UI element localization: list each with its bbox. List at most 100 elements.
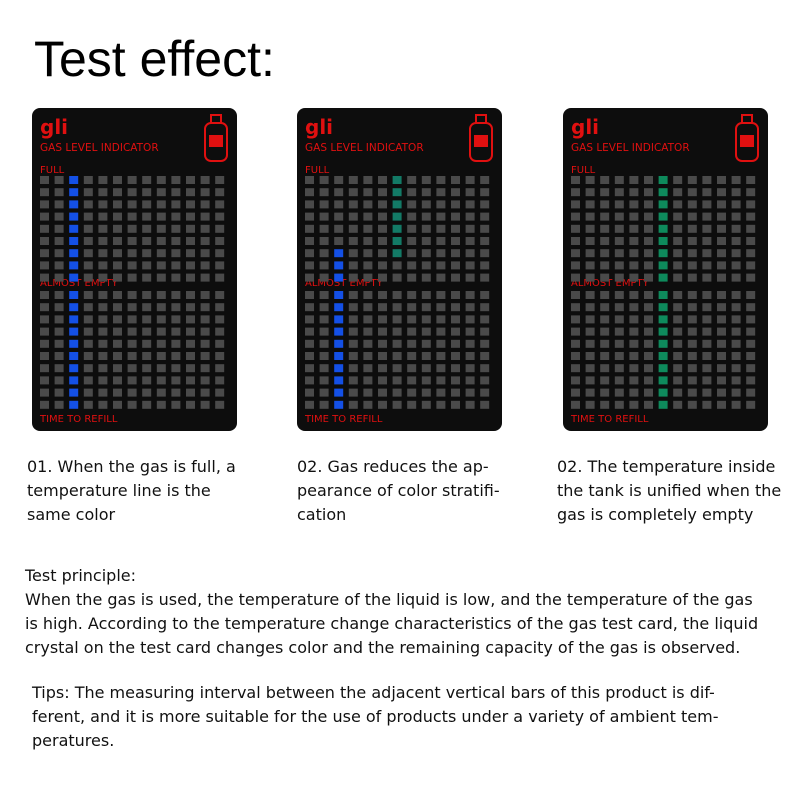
cell — [54, 291, 64, 299]
lit-cell — [658, 200, 668, 209]
cell — [571, 176, 580, 184]
cell — [585, 376, 595, 385]
cell — [215, 376, 225, 385]
cell — [215, 237, 225, 245]
cell — [746, 176, 756, 184]
lit-cell — [658, 339, 668, 348]
cell — [40, 188, 49, 197]
cell — [186, 327, 195, 336]
cell — [142, 200, 152, 209]
cell — [54, 327, 64, 336]
cell — [54, 261, 64, 270]
cell — [142, 303, 152, 312]
cell — [687, 303, 697, 312]
cell — [171, 388, 181, 397]
cell — [629, 261, 639, 270]
cell — [54, 200, 64, 209]
cell — [127, 339, 137, 348]
cell — [465, 376, 475, 385]
cell — [600, 364, 610, 373]
cell — [644, 212, 653, 221]
cell — [571, 352, 580, 360]
cell — [319, 352, 329, 360]
lit-cell — [69, 273, 79, 282]
full-label: FULL — [305, 165, 330, 176]
cell — [673, 188, 683, 197]
cell — [348, 303, 358, 312]
cell — [186, 376, 195, 385]
cell — [200, 249, 210, 258]
cell — [127, 212, 137, 221]
cell — [319, 212, 329, 221]
cell — [54, 388, 64, 397]
cell — [127, 273, 137, 282]
cell — [600, 327, 610, 336]
cell — [614, 291, 624, 299]
cell — [215, 339, 225, 348]
cell — [156, 261, 166, 270]
caption-line: gas is completely empty — [557, 505, 754, 524]
cell — [465, 291, 475, 299]
lit-cell — [658, 315, 668, 324]
cell — [480, 212, 490, 221]
cell — [392, 364, 402, 373]
cell — [40, 249, 49, 258]
cell — [127, 224, 137, 233]
cell — [746, 376, 756, 385]
cell — [465, 261, 475, 270]
cell — [451, 327, 460, 336]
lit-cell — [334, 376, 344, 385]
cell — [40, 315, 49, 324]
cell — [731, 249, 741, 258]
lit-cell — [658, 212, 668, 221]
cell — [98, 291, 108, 299]
lit-cell — [334, 249, 344, 258]
cell — [378, 400, 387, 409]
cell — [186, 237, 195, 245]
cell — [451, 352, 460, 360]
cell — [731, 176, 741, 184]
cell — [127, 303, 137, 312]
cell — [54, 376, 64, 385]
cell — [363, 237, 373, 245]
cell — [465, 224, 475, 233]
cell — [687, 249, 697, 258]
cell — [407, 200, 417, 209]
cell — [171, 224, 181, 233]
cell — [687, 339, 697, 348]
caption-line: temperature line is the — [27, 481, 211, 500]
cell — [600, 200, 610, 209]
cell — [83, 224, 93, 233]
cell — [113, 400, 122, 409]
cell — [305, 224, 314, 233]
lit-cell — [69, 376, 79, 385]
cell — [319, 364, 329, 373]
cell — [702, 315, 712, 324]
almost-empty-label: ALMOST EMPTY — [571, 278, 650, 289]
cell — [600, 237, 610, 245]
cell — [421, 376, 431, 385]
cell — [305, 200, 314, 209]
cell — [40, 400, 49, 409]
cell — [644, 224, 653, 233]
full-label: FULL — [40, 165, 65, 176]
cell — [54, 188, 64, 197]
cell — [156, 352, 166, 360]
cell — [348, 339, 358, 348]
cell — [363, 388, 373, 397]
cell — [629, 388, 639, 397]
cell — [629, 339, 639, 348]
cell — [629, 352, 639, 360]
cell — [436, 176, 446, 184]
cell — [113, 273, 122, 282]
cell — [186, 200, 195, 209]
cell — [171, 400, 181, 409]
refill-label: TIME TO REFILL — [304, 414, 383, 425]
cell — [746, 352, 756, 360]
brand: gli — [571, 115, 599, 139]
cell — [83, 291, 93, 299]
cell — [731, 388, 741, 397]
indicator-card: gli GAS LEVEL INDICATOR FULL ALMOST EMPTY TI… — [297, 108, 502, 431]
cell — [451, 303, 460, 312]
lit-cell — [69, 291, 79, 299]
